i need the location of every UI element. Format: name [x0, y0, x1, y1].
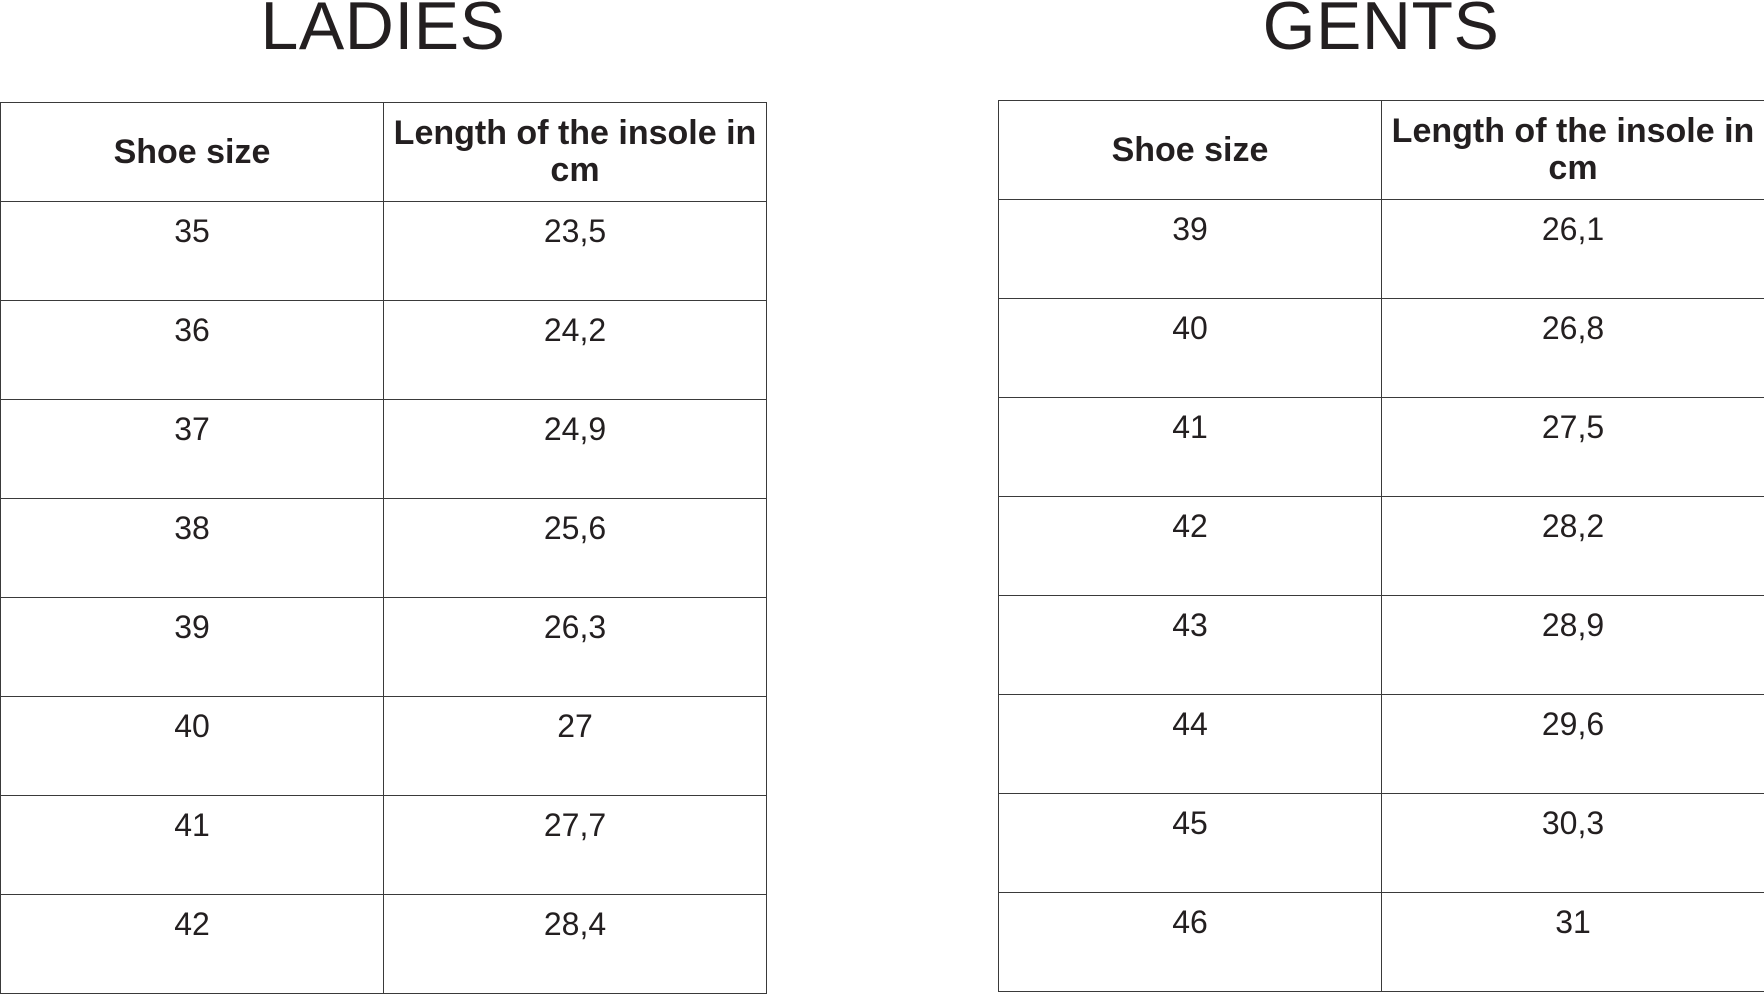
insole-length-cell: 28,4 [383, 894, 767, 994]
table-row: 46 31 [998, 892, 1764, 992]
insole-length-cell: 26,1 [1381, 199, 1764, 299]
table-row: 43 28,9 [998, 595, 1764, 695]
table-row: 39 26,1 [998, 199, 1764, 299]
shoe-size-cell: 36 [0, 300, 384, 400]
insole-length-cell: 30,3 [1381, 793, 1764, 893]
insole-length-cell: 24,2 [383, 300, 767, 400]
table-row: 40 26,8 [998, 298, 1764, 398]
table-row: 41 27,5 [998, 397, 1764, 497]
insole-length-header: Length of the insole in cm [383, 102, 767, 202]
insole-length-cell: 31 [1381, 892, 1764, 992]
insole-length-cell: 29,6 [1381, 694, 1764, 794]
shoe-size-cell: 40 [0, 696, 384, 796]
insole-length-cell: 28,2 [1381, 496, 1764, 596]
table-row: 40 27 [0, 696, 767, 796]
insole-length-cell: 27,5 [1381, 397, 1764, 497]
shoe-size-cell: 42 [0, 894, 384, 994]
table-header-row: Shoe size Length of the insole in cm [0, 102, 767, 202]
shoe-size-cell: 43 [998, 595, 1382, 695]
gents-title: GENTS [1262, 0, 1500, 64]
gents-size-table: Shoe size Length of the insole in cm 39 … [998, 100, 1764, 992]
table-row: 42 28,2 [998, 496, 1764, 596]
shoe-size-cell: 42 [998, 496, 1382, 596]
insole-length-cell: 27,7 [383, 795, 767, 895]
shoe-size-cell: 39 [998, 199, 1382, 299]
table-row: 37 24,9 [0, 399, 767, 499]
shoe-size-cell: 37 [0, 399, 384, 499]
insole-length-cell: 24,9 [383, 399, 767, 499]
shoe-size-cell: 46 [998, 892, 1382, 992]
shoe-size-header: Shoe size [0, 102, 384, 202]
ladies-title: LADIES [260, 0, 506, 64]
shoe-size-cell: 39 [0, 597, 384, 697]
table-row: 39 26,3 [0, 597, 767, 697]
table-row: 38 25,6 [0, 498, 767, 598]
table-row: 44 29,6 [998, 694, 1764, 794]
insole-length-header: Length of the insole in cm [1381, 100, 1764, 200]
insole-length-cell: 23,5 [383, 201, 767, 301]
shoe-size-cell: 44 [998, 694, 1382, 794]
shoe-size-header: Shoe size [998, 100, 1382, 200]
shoe-size-cell: 41 [0, 795, 384, 895]
table-row: 35 23,5 [0, 201, 767, 301]
table-row: 42 28,4 [0, 894, 767, 994]
table-row: 45 30,3 [998, 793, 1764, 893]
shoe-size-cell: 41 [998, 397, 1382, 497]
insole-length-cell: 28,9 [1381, 595, 1764, 695]
shoe-size-cell: 45 [998, 793, 1382, 893]
insole-length-cell: 26,3 [383, 597, 767, 697]
ladies-size-table: Shoe size Length of the insole in cm 35 … [0, 102, 767, 994]
insole-length-cell: 25,6 [383, 498, 767, 598]
table-row: 41 27,7 [0, 795, 767, 895]
shoe-size-cell: 38 [0, 498, 384, 598]
table-row: 36 24,2 [0, 300, 767, 400]
insole-length-cell: 26,8 [1381, 298, 1764, 398]
table-header-row: Shoe size Length of the insole in cm [998, 100, 1764, 200]
shoe-size-cell: 40 [998, 298, 1382, 398]
insole-length-cell: 27 [383, 696, 767, 796]
shoe-size-cell: 35 [0, 201, 384, 301]
